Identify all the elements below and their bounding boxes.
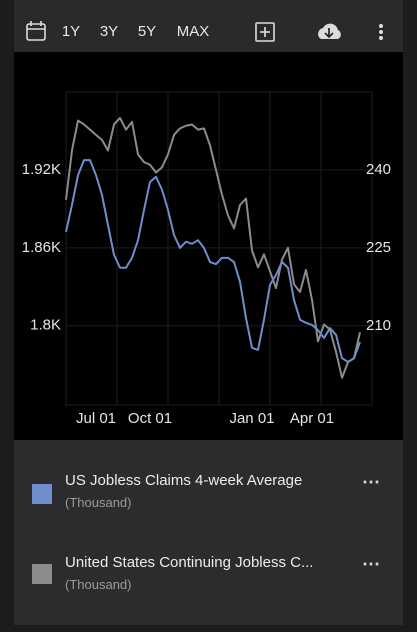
x-tick-label: Jan 01 [229,410,274,427]
legend-panel [14,440,403,625]
download-icon[interactable] [318,23,341,39]
legend-item[interactable]: US Jobless Claims 4-week Average (Thousa… [14,470,403,550]
range-button[interactable]: 3Y [100,23,118,40]
x-tick-label: Apr 01 [290,410,334,427]
y2-tick-label: 240 [366,161,391,178]
y2-tick-label: 210 [366,317,391,334]
more-button[interactable]: ⋯ [362,472,381,492]
y-tick-label: 1.86K [22,239,61,256]
chart-area [14,52,403,440]
series-line [65,116,361,379]
add-icon[interactable] [255,22,275,42]
menu-icon[interactable] [379,24,383,40]
range-button[interactable]: MAX [177,23,210,40]
legend-text: US Jobless Claims 4-week Average (Thousa… [65,470,327,514]
y-tick-label: 1.92K [22,161,61,178]
range-button[interactable]: 1Y [62,23,80,40]
y2-tick-label: 225 [366,239,391,256]
calendar-icon[interactable] [26,21,46,41]
x-tick-label: Oct 01 [128,410,172,427]
y-tick-label: 1.8K [30,317,61,334]
series-unit: (Thousand) [65,577,132,592]
legend-swatch [32,484,52,504]
legend-text: United States Continuing Jobless C... (T… [65,552,327,596]
series-name: United States Continuing Jobless C... [65,554,314,571]
legend-swatch [32,564,52,584]
series-line [65,159,361,363]
toolbar [14,0,403,52]
series-unit: (Thousand) [65,495,132,510]
x-tick-label: Jul 01 [76,410,116,427]
series-name: US Jobless Claims 4-week Average [65,472,303,489]
more-button[interactable]: ⋯ [362,554,381,574]
legend-item[interactable]: United States Continuing Jobless C... (T… [14,552,403,632]
range-button[interactable]: 5Y [138,23,156,40]
